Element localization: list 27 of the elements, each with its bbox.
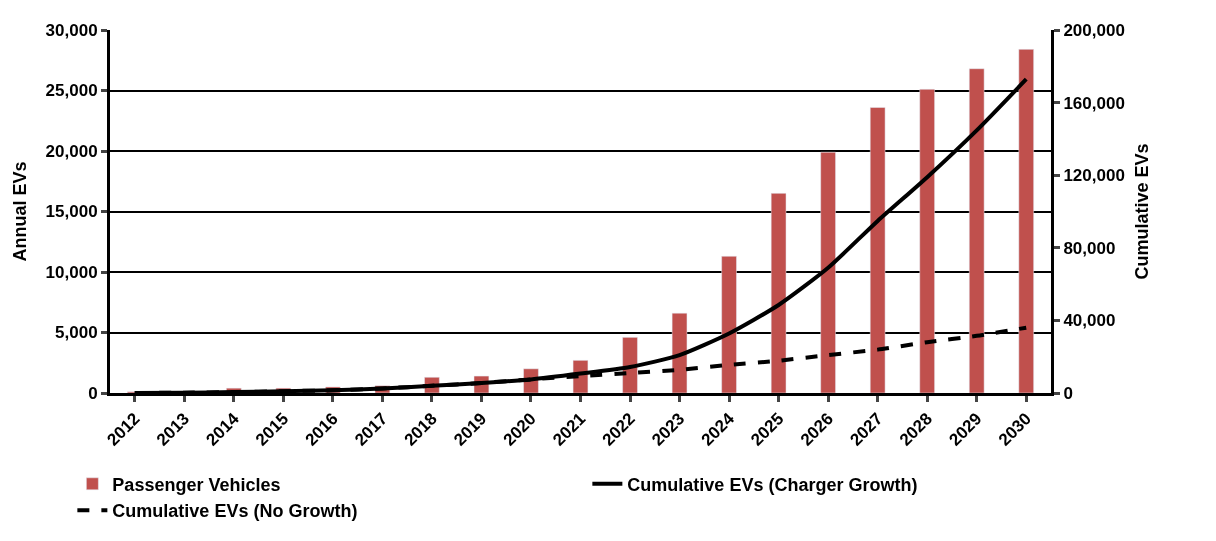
y-tick-label: 5,000 [55, 323, 98, 343]
bar [820, 151, 836, 393]
legend-label: Cumulative EVs (Charger Growth) [627, 474, 918, 495]
bar [671, 312, 688, 393]
legend-label: Passenger Vehicles [112, 474, 281, 495]
y-axis-title: Annual EVs [9, 161, 30, 262]
y2-tick-label: 40,000 [1063, 311, 1116, 331]
bar [1018, 49, 1034, 393]
bar [919, 89, 935, 393]
bar [622, 337, 638, 393]
y2-tick-label: 120,000 [1063, 166, 1125, 186]
y2-tick-label: 160,000 [1063, 93, 1125, 113]
y-tick-label: 25,000 [45, 81, 98, 101]
y-tick-label: 30,000 [45, 20, 98, 40]
legend-label: Cumulative EVs (No Growth) [112, 501, 358, 522]
y-tick-label: 0 [88, 383, 98, 403]
y2-axis-title: Cumulative EVs [1131, 143, 1152, 280]
y2-tick-label: 80,000 [1063, 238, 1116, 258]
y-tick-label: 20,000 [45, 141, 98, 161]
y2-tick-label: 0 [1063, 383, 1073, 403]
bar [721, 256, 737, 393]
bar [869, 107, 886, 393]
bar [770, 193, 787, 393]
y-tick-label: 10,000 [45, 262, 98, 282]
y-tick-label: 15,000 [45, 202, 98, 222]
y2-tick-label: 200,000 [1063, 20, 1125, 40]
bar [969, 68, 985, 393]
